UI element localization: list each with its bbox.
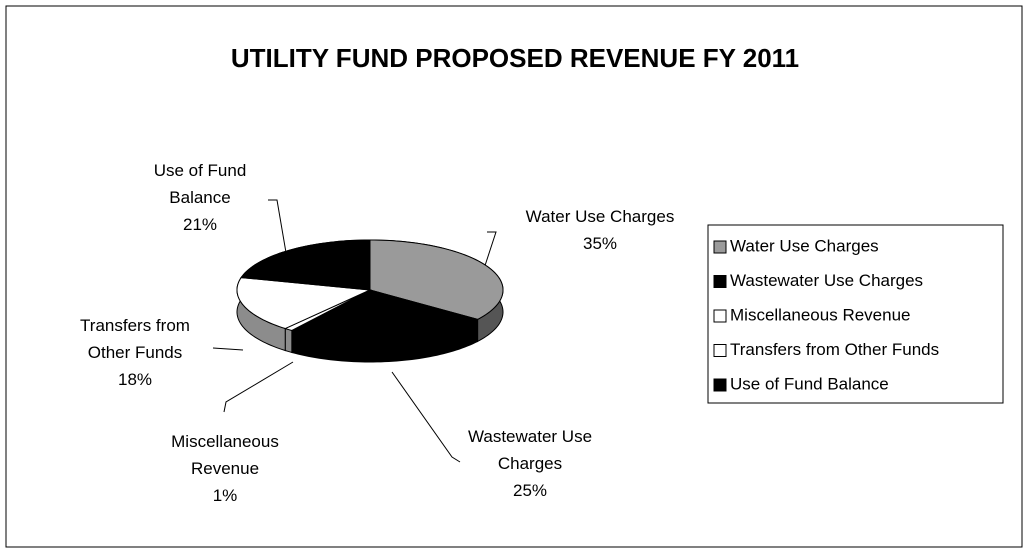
data-label: Miscellaneous Revenue 1% — [155, 428, 295, 509]
legend-label: Miscellaneous Revenue — [730, 305, 911, 324]
leader-line — [268, 199, 291, 277]
slice — [290, 289, 479, 341]
pie-tops — [236, 239, 504, 341]
leader-line — [391, 371, 461, 463]
data-label-name: Miscellaneous Revenue — [171, 432, 279, 478]
legend-swatch — [713, 344, 727, 357]
legend-label: Wastewater Use Charges — [730, 271, 923, 290]
data-label: Transfers from Other Funds 18% — [63, 312, 208, 393]
data-label-name: Use of Fund Balance — [153, 161, 247, 207]
leader-line — [223, 361, 294, 413]
slice — [240, 239, 371, 291]
chart-title: UTILITY FUND PROPOSED REVENUE FY 2011 — [231, 43, 799, 73]
legend-swatch — [713, 309, 727, 323]
data-label-name: Water Use Charges — [525, 207, 675, 226]
legend-swatch — [713, 275, 727, 288]
data-label-value: 21% — [182, 215, 218, 234]
data-label-value: 18% — [117, 370, 153, 389]
legend-label: Water Use Charges — [730, 236, 879, 255]
data-label-value: 35% — [582, 234, 618, 253]
slice — [369, 239, 504, 320]
legend-label: Use of Fund Balance — [730, 374, 889, 393]
slice-side — [284, 327, 293, 354]
leader-line — [212, 347, 244, 351]
legend-label: Transfers from Other Funds — [730, 340, 939, 359]
legend-swatch — [713, 378, 727, 392]
pie — [236, 239, 504, 363]
data-label: Use of Fund Balance 21% — [140, 157, 260, 238]
legend-box — [707, 224, 1004, 404]
data-label-name: Wastewater Use Charges — [467, 427, 593, 473]
data-label-value: 25% — [512, 481, 548, 500]
slice — [236, 277, 372, 330]
legend-swatch — [713, 240, 727, 254]
leader-lines — [212, 199, 497, 463]
data-label: Water Use Charges 35% — [480, 203, 720, 257]
data-label-value: 1% — [212, 486, 238, 505]
data-label-name: Transfers from Other Funds — [80, 316, 190, 362]
data-label: Wastewater Use Charges 25% — [455, 423, 605, 504]
